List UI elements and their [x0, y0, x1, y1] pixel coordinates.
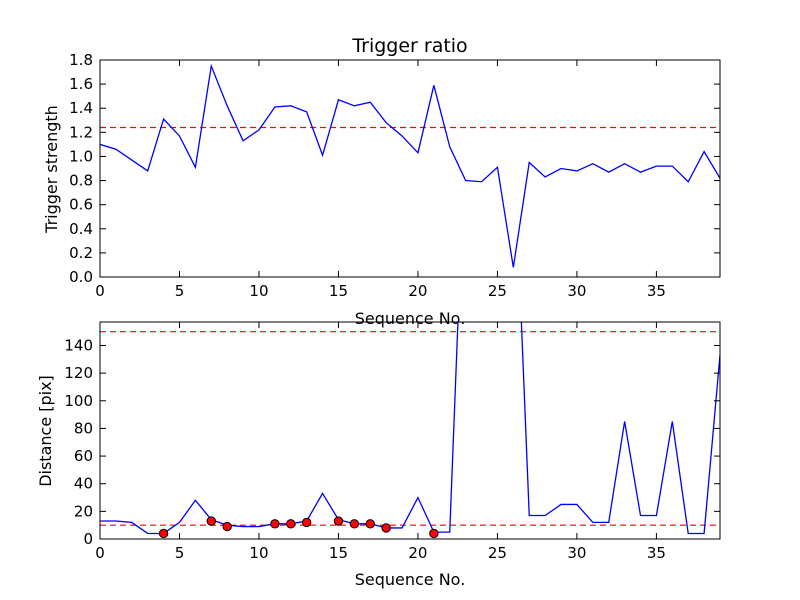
x-tick-label: 15 — [329, 544, 348, 562]
x-ticks: 0 5 10 15 20 25 30 35 — [95, 322, 666, 562]
y-tick-label: 0.4 — [69, 220, 93, 238]
x-axis-label: Sequence No. — [355, 570, 466, 589]
y-ticks: 0 20 40 60 80 100 120 140 — [64, 336, 720, 548]
x-tick-label: 0 — [95, 544, 105, 562]
x-tick-label: 10 — [249, 282, 268, 300]
series-line — [100, 322, 720, 535]
x-tick-label: 30 — [567, 282, 586, 300]
chart-title: Trigger ratio — [351, 35, 467, 57]
data-point — [333, 516, 344, 526]
x-tick-label: 20 — [408, 282, 427, 300]
x-tick-label: 35 — [647, 282, 666, 300]
data-point — [206, 516, 216, 526]
x-tick-label: 35 — [647, 544, 666, 562]
y-tick-label: 120 — [64, 364, 93, 382]
y-tick-label: 1.8 — [69, 51, 93, 69]
x-tick-label: 15 — [329, 282, 348, 300]
y-tick-label: 0.8 — [69, 172, 93, 190]
y-tick-label: 40 — [74, 475, 93, 493]
x-tick-label: 30 — [567, 544, 586, 562]
y-tick-label: 0.6 — [69, 196, 93, 214]
y-axis-label: Trigger strength — [42, 105, 61, 234]
y-tick-label: 1.6 — [69, 75, 93, 93]
x-tick-label: 0 — [95, 282, 105, 300]
y-tick-label: 20 — [74, 502, 93, 520]
data-point — [381, 523, 391, 533]
axes-frame — [99, 59, 721, 278]
y-tick-label: 140 — [64, 336, 93, 354]
plot-area — [100, 63, 720, 268]
y-tick-label: 0 — [83, 530, 93, 548]
data-point — [429, 528, 439, 539]
y-tick-label: 1.4 — [69, 99, 93, 117]
data-point — [158, 528, 169, 539]
distance-chart: Sequence No. Distance [pix] 0 5 10 15 20 25 30… — [36, 321, 721, 589]
y-axis-label: Distance [pix] — [36, 375, 55, 487]
x-tick-label: 5 — [175, 282, 185, 300]
y-tick-label: 0.0 — [69, 268, 93, 286]
x-tick-label: 20 — [408, 544, 427, 562]
data-point — [286, 519, 296, 529]
y-tick-label: 100 — [64, 392, 93, 410]
data-point — [222, 521, 232, 532]
data-point — [349, 519, 360, 529]
y-tick-label: 1.2 — [69, 123, 93, 141]
plot-area — [100, 322, 720, 539]
trigger-ratio-chart: Trigger ratio Sequence No. Trigger stren… — [42, 35, 721, 328]
x-tick-label: 5 — [175, 544, 185, 562]
x-tick-label: 25 — [488, 282, 507, 300]
y-tick-label: 60 — [74, 447, 93, 465]
x-axis-label: Sequence No. — [355, 309, 466, 328]
y-ticks: 0.0 0.2 0.4 0.6 0.8 1.0 1.2 1.4 1.6 1.8 — [69, 51, 720, 286]
axes-frame — [99, 321, 721, 540]
y-tick-label: 1.0 — [69, 147, 93, 165]
data-point — [365, 519, 375, 529]
x-ticks: 0 5 10 15 20 25 30 35 — [95, 60, 666, 300]
data-point — [301, 517, 312, 528]
y-tick-label: 80 — [74, 419, 93, 437]
series-line — [100, 63, 720, 268]
y-tick-label: 0.2 — [69, 244, 93, 262]
data-point — [270, 519, 280, 529]
x-tick-label: 10 — [249, 544, 268, 562]
x-tick-label: 25 — [488, 544, 507, 562]
